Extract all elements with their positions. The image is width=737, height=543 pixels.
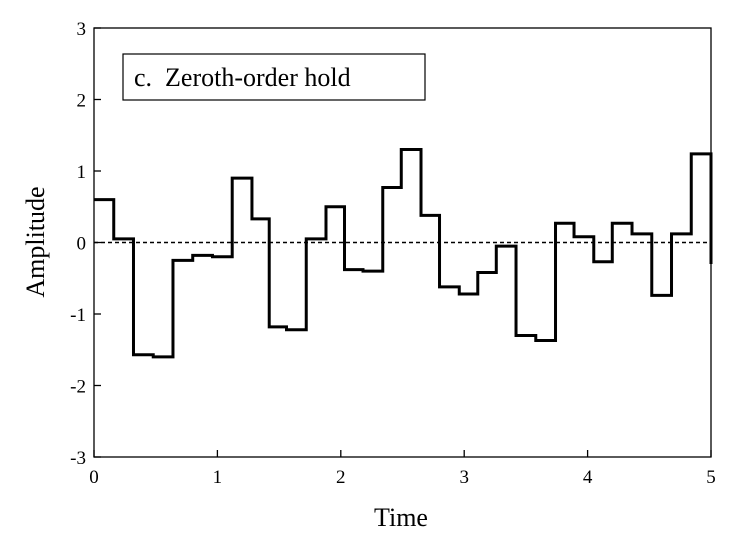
y-tick-label: 2 xyxy=(77,91,87,112)
x-tick-label: 4 xyxy=(583,467,593,488)
legend-box xyxy=(122,53,426,101)
x-axis-label: Time xyxy=(374,503,428,532)
y-axis-ticks: -3 -2 -1 0 1 2 3 xyxy=(70,19,101,469)
legend: c. Zeroth-order hold xyxy=(122,53,426,101)
x-tick-label: 1 xyxy=(213,467,223,488)
y-tick-label: -3 xyxy=(70,448,86,469)
y-tick-label: -1 xyxy=(70,305,86,326)
y-tick-label: -2 xyxy=(70,377,86,398)
legend-text: c. Zeroth-order hold xyxy=(134,63,351,92)
x-tick-label: 0 xyxy=(89,467,99,488)
x-tick-label: 3 xyxy=(459,467,469,488)
y-axis-label: Amplitude xyxy=(21,186,50,297)
y-tick-label: 3 xyxy=(77,19,87,40)
x-tick-label: 2 xyxy=(336,467,346,488)
x-axis-ticks: 0 1 2 3 4 5 xyxy=(89,450,716,488)
y-tick-label: 1 xyxy=(77,162,87,183)
y-tick-label: 0 xyxy=(77,234,87,255)
x-tick-label: 5 xyxy=(706,467,716,488)
series-step-line xyxy=(94,148,713,359)
